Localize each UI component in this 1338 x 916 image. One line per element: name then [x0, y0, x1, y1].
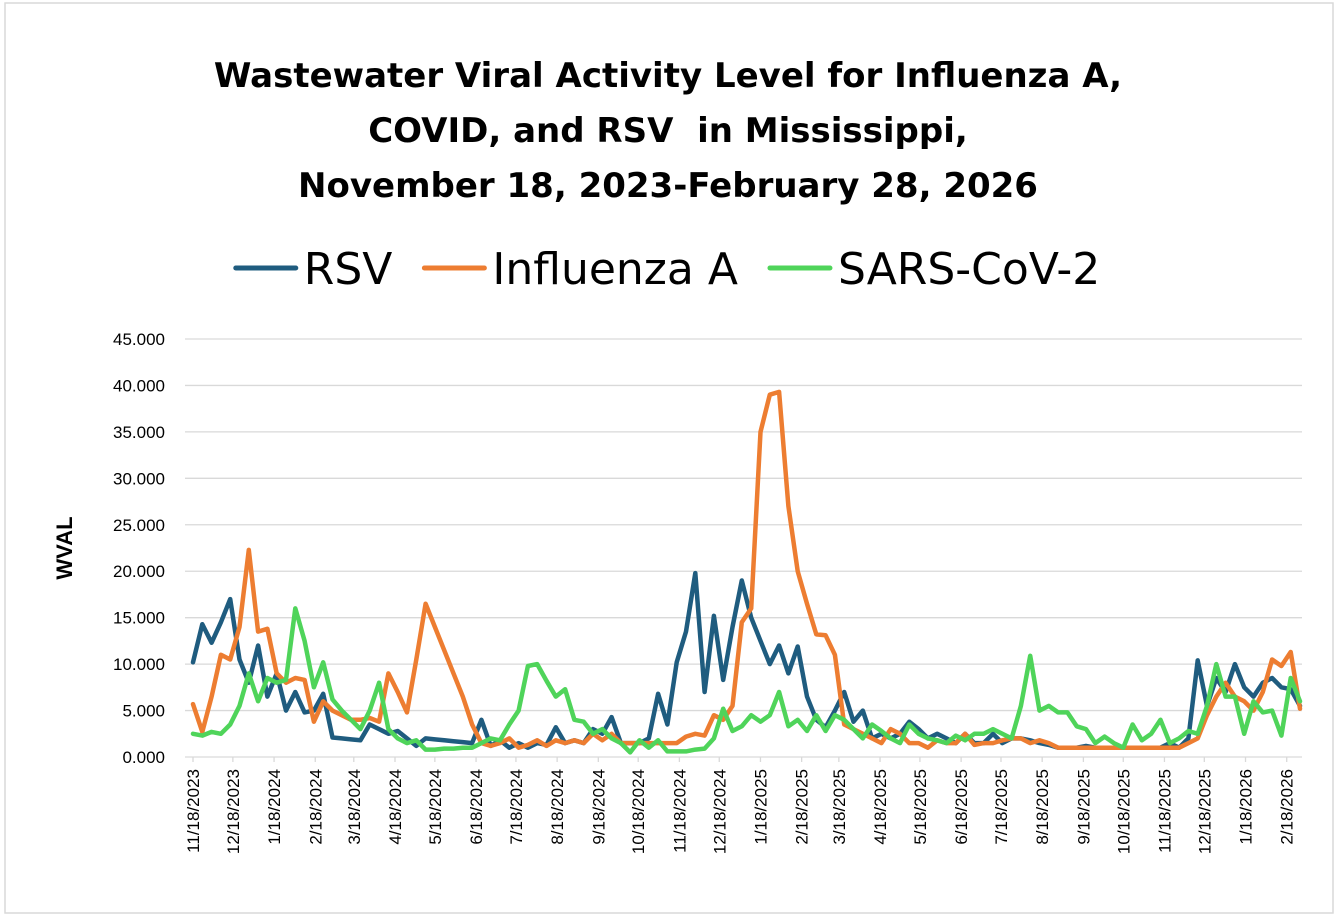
x-tick-label: 12/18/2025 [1195, 769, 1214, 854]
chart-title: November 18, 2023-February 28, 2026 [298, 166, 1038, 206]
x-tick-label: 7/18/2024 [507, 769, 526, 845]
x-tick-label: 2/18/2024 [306, 769, 325, 845]
x-tick-label: 7/18/2025 [992, 769, 1011, 845]
y-tick-label: 5.000 [122, 702, 165, 721]
y-tick-label: 30.000 [113, 469, 165, 488]
legend-label: SARS-CoV-2 [838, 244, 1100, 295]
x-tick-label: 11/18/2023 [184, 769, 203, 853]
x-tick-label: 8/18/2024 [548, 769, 567, 845]
series-line [190, 606, 1303, 755]
x-tick-label: 3/18/2024 [345, 769, 364, 845]
y-tick-label: 45.000 [113, 330, 165, 349]
series-line [190, 389, 1303, 750]
x-tick-label: 9/18/2025 [1074, 769, 1093, 845]
x-tick-label: 1/18/2024 [265, 769, 284, 845]
x-tick-label: 10/18/2025 [1114, 769, 1133, 854]
y-tick-label: 0.000 [122, 748, 165, 767]
chart-border [4, 2, 1334, 914]
x-tick-label: 11/18/2025 [1155, 769, 1174, 853]
x-tick-label: 6/18/2025 [952, 769, 971, 845]
x-tick-label: 12/18/2024 [710, 769, 729, 854]
x-tick-label: 9/18/2024 [589, 769, 608, 845]
y-tick-label: 40.000 [113, 376, 165, 395]
chart-title: Wastewater Viral Activity Level for Infl… [214, 56, 1122, 96]
x-tick-label: 4/18/2024 [386, 769, 405, 845]
legend-label: Influenza A [492, 244, 738, 295]
y-tick-label: 25.000 [113, 516, 165, 535]
x-tick-label: 2/18/2026 [1278, 769, 1297, 845]
legend-label: RSV [304, 244, 393, 295]
x-tick-label: 3/18/2025 [830, 769, 849, 845]
x-tick-label: 4/18/2025 [871, 769, 890, 845]
x-tick-label: 10/18/2024 [629, 769, 648, 854]
y-tick-label: 20.000 [113, 562, 165, 581]
x-tick-label: 5/18/2024 [426, 769, 445, 845]
x-tick-label: 12/18/2023 [224, 769, 243, 854]
y-axis-label: WVAL [52, 516, 77, 579]
x-tick-label: 8/18/2025 [1033, 769, 1052, 845]
x-tick-label: 6/18/2024 [467, 769, 486, 845]
x-tick-label: 1/18/2025 [751, 769, 770, 845]
x-tick-label: 11/18/2024 [670, 769, 689, 853]
x-tick-label: 2/18/2025 [793, 769, 812, 845]
y-tick-label: 15.000 [113, 609, 165, 628]
y-tick-label: 10.000 [113, 655, 165, 674]
x-tick-label: 1/18/2026 [1237, 769, 1256, 845]
y-tick-label: 35.000 [113, 423, 165, 442]
chart-title: COVID, and RSV in Mississippi, [368, 111, 968, 151]
x-tick-label: 5/18/2025 [911, 769, 930, 845]
